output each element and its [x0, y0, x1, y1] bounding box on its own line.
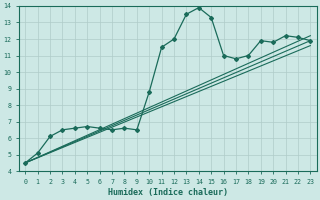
X-axis label: Humidex (Indice chaleur): Humidex (Indice chaleur) [108, 188, 228, 197]
